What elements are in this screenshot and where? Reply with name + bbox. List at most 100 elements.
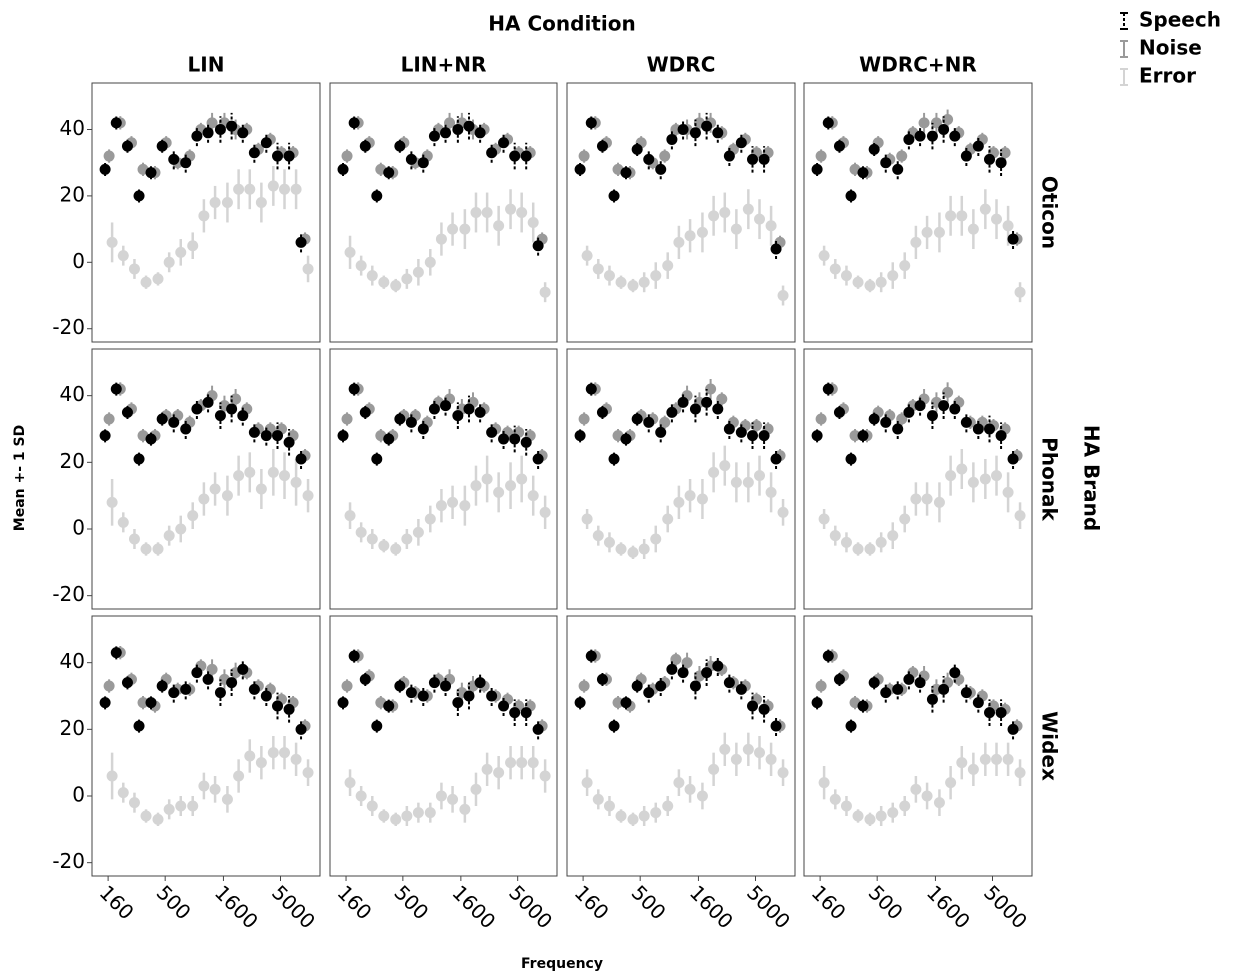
point: [267, 747, 279, 759]
x-tick-label: 500: [627, 880, 671, 924]
point: [486, 426, 498, 438]
point: [221, 793, 233, 805]
point: [348, 383, 360, 395]
point: [295, 723, 307, 735]
point: [233, 470, 245, 482]
point: [520, 436, 532, 448]
point: [845, 720, 857, 732]
x-tick-label: 1600: [922, 880, 975, 933]
point: [527, 216, 539, 228]
point: [730, 223, 742, 235]
x-tick-label: 1600: [210, 880, 263, 933]
point: [214, 123, 226, 135]
point: [470, 783, 482, 795]
point: [498, 700, 510, 712]
point: [914, 677, 926, 689]
point: [991, 213, 1003, 225]
point: [175, 523, 187, 535]
point: [191, 130, 203, 142]
point: [608, 190, 620, 202]
point: [596, 140, 608, 152]
point: [903, 673, 915, 685]
y-tick-label: -20: [52, 849, 85, 873]
point: [945, 210, 957, 222]
point: [829, 793, 841, 805]
point: [574, 697, 586, 709]
point: [110, 383, 122, 395]
point: [754, 470, 766, 482]
point: [337, 430, 349, 442]
point: [302, 490, 314, 502]
point: [295, 236, 307, 248]
point: [1014, 286, 1026, 298]
point: [875, 536, 887, 548]
point: [493, 767, 505, 779]
point: [818, 777, 830, 789]
point: [237, 127, 249, 139]
point: [202, 396, 214, 408]
point: [163, 256, 175, 268]
point: [180, 683, 192, 695]
point: [960, 687, 972, 699]
point: [221, 490, 233, 502]
point: [984, 153, 996, 165]
panel: [566, 348, 796, 610]
point: [371, 453, 383, 465]
point: [527, 490, 539, 502]
point: [918, 117, 930, 129]
point: [696, 226, 708, 238]
point: [868, 677, 880, 689]
point: [405, 687, 417, 699]
point: [887, 530, 899, 542]
point: [344, 246, 356, 258]
point: [892, 683, 904, 695]
point: [949, 403, 961, 415]
point: [864, 543, 876, 555]
point: [578, 680, 590, 692]
point: [532, 240, 544, 252]
point: [967, 223, 979, 235]
point: [121, 406, 133, 418]
point: [896, 413, 908, 425]
point: [926, 130, 938, 142]
point: [106, 770, 118, 782]
point: [175, 800, 187, 812]
point: [765, 220, 777, 232]
point: [417, 423, 429, 435]
point: [857, 700, 869, 712]
point: [899, 800, 911, 812]
point: [578, 413, 590, 425]
point: [359, 406, 371, 418]
point: [770, 243, 782, 255]
point: [520, 150, 532, 162]
point: [638, 543, 650, 555]
point: [811, 163, 823, 175]
point: [206, 663, 218, 675]
y-tick-label: 40: [60, 116, 85, 140]
point: [209, 783, 221, 795]
point: [938, 400, 950, 412]
point: [128, 797, 140, 809]
point: [880, 687, 892, 699]
point: [967, 763, 979, 775]
point: [539, 506, 551, 518]
point: [302, 767, 314, 779]
row-header: Phonak: [1038, 437, 1062, 521]
point: [187, 800, 199, 812]
y-tick-label: 20: [60, 716, 85, 740]
column-header: LIN: [188, 53, 225, 77]
point: [777, 290, 789, 302]
point: [366, 270, 378, 282]
point: [758, 430, 770, 442]
point: [121, 677, 133, 689]
point: [133, 190, 145, 202]
point: [689, 680, 701, 692]
point: [677, 667, 689, 679]
point: [592, 530, 604, 542]
point: [140, 543, 152, 555]
point: [198, 493, 210, 505]
point: [942, 386, 954, 398]
point: [921, 493, 933, 505]
point: [168, 416, 180, 428]
y-tick-label: -20: [52, 315, 85, 339]
